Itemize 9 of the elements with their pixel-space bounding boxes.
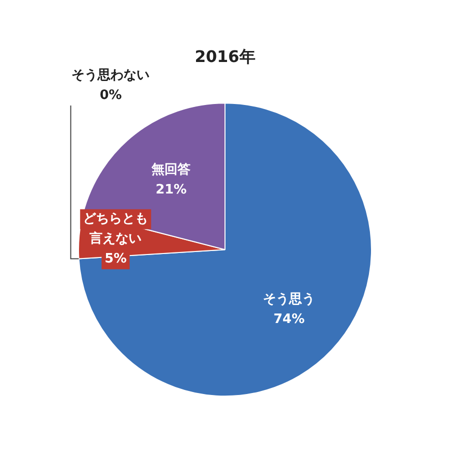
data-label: 5% — [104, 252, 127, 267]
chart-title: 2016年 — [194, 46, 256, 66]
text: 0% — [100, 88, 122, 103]
slice-label: 無回答 — [150, 162, 191, 178]
slice-label: どちらとも言えない — [83, 212, 148, 247]
data-label: 74% — [274, 312, 305, 328]
category-label: そう思わない — [72, 68, 150, 83]
data-label: 21% — [156, 182, 187, 198]
slice-label: そう思う — [263, 292, 316, 308]
